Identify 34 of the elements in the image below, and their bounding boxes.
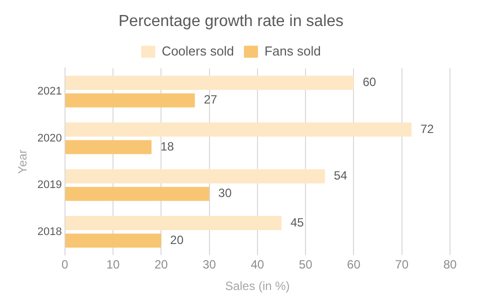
data-label: 20 <box>170 232 184 247</box>
bar <box>65 93 195 108</box>
x-tick-label: 50 <box>298 258 313 272</box>
bar <box>65 186 210 201</box>
data-label: 45 <box>290 215 304 230</box>
y-tick-label: 2019 <box>37 179 62 192</box>
bar <box>65 169 325 184</box>
bar <box>65 234 162 248</box>
bar <box>65 216 282 230</box>
x-tick-label: 10 <box>106 258 120 272</box>
x-axis-title: Sales (in %) <box>225 279 290 294</box>
data-label: 72 <box>420 122 434 136</box>
bar <box>65 76 354 90</box>
x-tick-label: 30 <box>202 258 216 272</box>
y-tick-label: 2020 <box>37 132 62 144</box>
legend-label: Fans sold <box>264 43 321 58</box>
data-label: 27 <box>204 92 218 107</box>
data-label: 30 <box>218 186 232 200</box>
bar <box>65 140 152 154</box>
x-tick-label: 70 <box>395 258 409 272</box>
y-axis-title: Year <box>16 150 30 174</box>
data-label: 60 <box>362 75 376 90</box>
chart-title: Percentage growth rate in sales <box>118 13 344 30</box>
x-tick-label: 40 <box>250 258 264 272</box>
y-tick-label: 2018 <box>37 226 62 238</box>
legend-label: Coolers sold <box>162 43 234 58</box>
x-tick-label: 60 <box>347 258 361 272</box>
data-label: 54 <box>334 168 348 183</box>
bar <box>65 122 412 137</box>
y-tick-label: 2021 <box>37 86 62 98</box>
x-tick-label: 80 <box>443 258 457 272</box>
x-tick-label: 0 <box>62 258 69 272</box>
data-label: 18 <box>160 139 174 154</box>
x-tick-label: 20 <box>154 258 168 272</box>
